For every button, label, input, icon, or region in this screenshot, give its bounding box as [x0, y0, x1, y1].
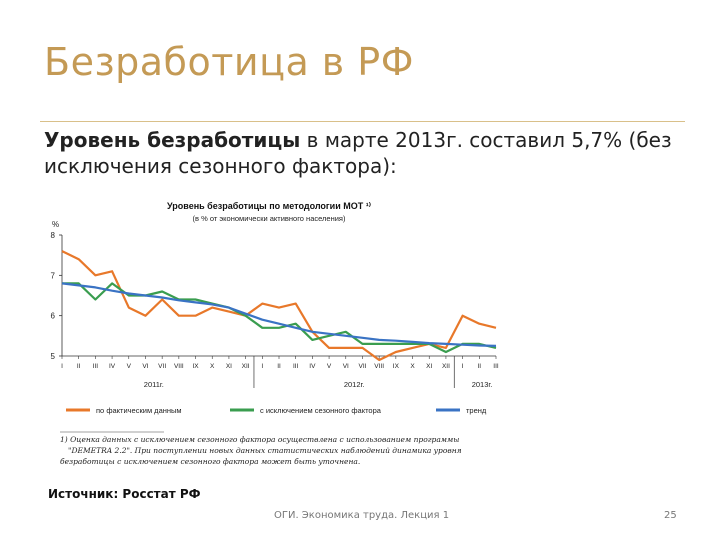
- y-axis-label: %: [52, 220, 59, 229]
- chart-series: [61, 250, 497, 362]
- page-number: 25: [664, 510, 677, 521]
- legend-label-0: по фактическим данным: [96, 406, 182, 415]
- x-tick-label: IV: [309, 363, 316, 370]
- x-tick-label: VI: [142, 363, 148, 370]
- x-tick-label: VI: [343, 363, 349, 370]
- x-tick-label: VIII: [174, 363, 184, 370]
- series-line-2: [61, 282, 497, 347]
- series-line-1: [62, 282, 497, 354]
- x-tick-label: I: [462, 363, 464, 370]
- y-tick-label: 5: [51, 352, 56, 361]
- y-tick-label: 8: [51, 231, 56, 240]
- series-line-0: [61, 250, 497, 362]
- unemployment-chart: Уровень безработицы по методологии МОТ ¹…: [51, 201, 499, 466]
- x-tick-label: VII: [358, 363, 366, 370]
- x-tick-label: XI: [226, 363, 232, 370]
- note-line-1: 1) Оценка данных с исключением сезонного…: [60, 435, 459, 444]
- slide-title: Безработица в РФ: [44, 40, 414, 84]
- x-tick-label: X: [210, 363, 215, 370]
- x-tick-label: II: [277, 363, 281, 370]
- x-tick-label: V: [127, 363, 132, 370]
- x-tick-label: VII: [158, 363, 166, 370]
- x-tick-label: IV: [109, 363, 116, 370]
- x-tick-label: II: [477, 363, 481, 370]
- x-tick-label: III: [293, 363, 299, 370]
- x-tick-label: I: [61, 363, 63, 370]
- x-tick-label: XII: [442, 363, 450, 370]
- legend-label-2: тренд: [466, 406, 487, 415]
- source-text: Источник: Росстат РФ: [48, 487, 201, 501]
- x-tick-label: IX: [393, 363, 400, 370]
- x-tick-label: VIII: [374, 363, 384, 370]
- y-tick-label: 6: [51, 312, 56, 321]
- year-label: 2013г.: [472, 380, 493, 389]
- x-tick-label: III: [493, 363, 499, 370]
- y-tick-label: 7: [51, 271, 56, 280]
- x-tick-label: IX: [192, 363, 199, 370]
- chart-title: Уровень безработицы по методологии МОТ ¹…: [167, 201, 371, 211]
- x-tick-label: II: [77, 363, 81, 370]
- x-tick-label: V: [327, 363, 332, 370]
- x-tick-label: XII: [242, 363, 250, 370]
- year-label: 2012г.: [344, 380, 365, 389]
- footer-text: ОГИ. Экономика труда. Лекция 1: [274, 510, 450, 521]
- subtitle-rest: в марте 2013г. составил 5,7% (без исключ…: [44, 128, 672, 178]
- x-tick-label: X: [410, 363, 415, 370]
- year-label: 2011г.: [144, 380, 164, 389]
- chart-subtitle: (в % от экономически активного населения…: [193, 214, 346, 223]
- title-divider: [40, 121, 685, 122]
- subtitle-bold: Уровень безработицы: [44, 128, 301, 152]
- chart-legend: по фактическим данным с исключением сезон…: [66, 406, 487, 415]
- x-tick-label: XI: [426, 363, 432, 370]
- chart-panel: Уровень безработицы по методологии МОТ ¹…: [44, 190, 510, 480]
- slide-subtitle: Уровень безработицы в марте 2013г. соста…: [44, 127, 694, 179]
- note-line-2: "DEMETRA 2.2". При поступлении новых дан…: [68, 446, 462, 455]
- x-tick-label: I: [261, 363, 263, 370]
- note-line-3: безработицы с исключением сезонного факт…: [60, 457, 360, 466]
- legend-label-1: с исключением сезонного фактора: [260, 406, 382, 415]
- x-tick-label: III: [93, 363, 99, 370]
